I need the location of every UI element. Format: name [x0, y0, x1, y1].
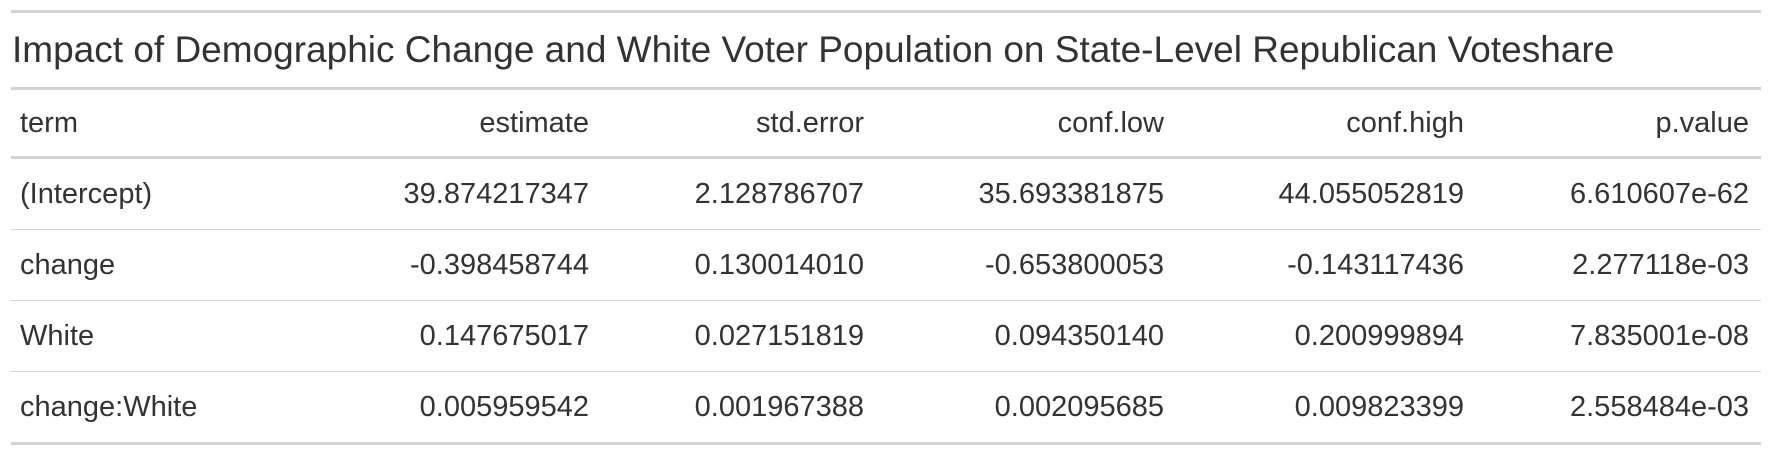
cell-estimate: -0.398458744	[211, 229, 601, 301]
cell-p-value: 2.558484e-03	[1476, 371, 1761, 445]
column-header-estimate: estimate	[211, 90, 601, 159]
cell-term: change	[11, 229, 211, 301]
column-header-p-value: p.value	[1476, 90, 1761, 159]
cell-conf-low: 0.002095685	[876, 371, 1176, 445]
table-header: term estimate std.error conf.low conf.hi…	[11, 90, 1761, 159]
cell-p-value: 6.610607e-62	[1476, 157, 1761, 230]
table-row: (Intercept) 39.874217347 2.128786707 35.…	[11, 157, 1761, 230]
cell-estimate: 0.147675017	[211, 300, 601, 372]
column-header-conf-low: conf.low	[876, 90, 1176, 159]
cell-conf-low: 35.693381875	[876, 157, 1176, 230]
cell-estimate: 0.005959542	[211, 371, 601, 445]
cell-conf-high: 0.200999894	[1176, 300, 1476, 372]
regression-table: Impact of Demographic Change and White V…	[11, 10, 1761, 445]
cell-conf-high: 44.055052819	[1176, 157, 1476, 230]
cell-term: change:White	[11, 371, 211, 445]
table-body: (Intercept) 39.874217347 2.128786707 35.…	[11, 157, 1761, 445]
table-row: change:White 0.005959542 0.001967388 0.0…	[11, 371, 1761, 445]
cell-conf-high: 0.009823399	[1176, 371, 1476, 445]
cell-std-error: 0.001967388	[601, 371, 876, 445]
cell-conf-high: -0.143117436	[1176, 229, 1476, 301]
cell-p-value: 2.277118e-03	[1476, 229, 1761, 301]
title-rule	[11, 87, 1761, 90]
cell-term: White	[11, 300, 211, 372]
results-table: term estimate std.error conf.low conf.hi…	[11, 90, 1761, 445]
cell-conf-low: 0.094350140	[876, 300, 1176, 372]
cell-std-error: 0.130014010	[601, 229, 876, 301]
cell-term: (Intercept)	[11, 157, 211, 230]
table-row: change -0.398458744 0.130014010 -0.65380…	[11, 229, 1761, 301]
table-title: Impact of Demographic Change and White V…	[12, 29, 1615, 70]
column-header-term: term	[11, 90, 211, 159]
cell-std-error: 0.027151819	[601, 300, 876, 372]
header-row: term estimate std.error conf.low conf.hi…	[11, 90, 1761, 159]
cell-estimate: 39.874217347	[211, 157, 601, 230]
column-header-conf-high: conf.high	[1176, 90, 1476, 159]
table-row: White 0.147675017 0.027151819 0.09435014…	[11, 300, 1761, 372]
cell-std-error: 2.128786707	[601, 157, 876, 230]
cell-conf-low: -0.653800053	[876, 229, 1176, 301]
top-rule	[11, 10, 1761, 13]
cell-p-value: 7.835001e-08	[1476, 300, 1761, 372]
column-header-std-error: std.error	[601, 90, 876, 159]
